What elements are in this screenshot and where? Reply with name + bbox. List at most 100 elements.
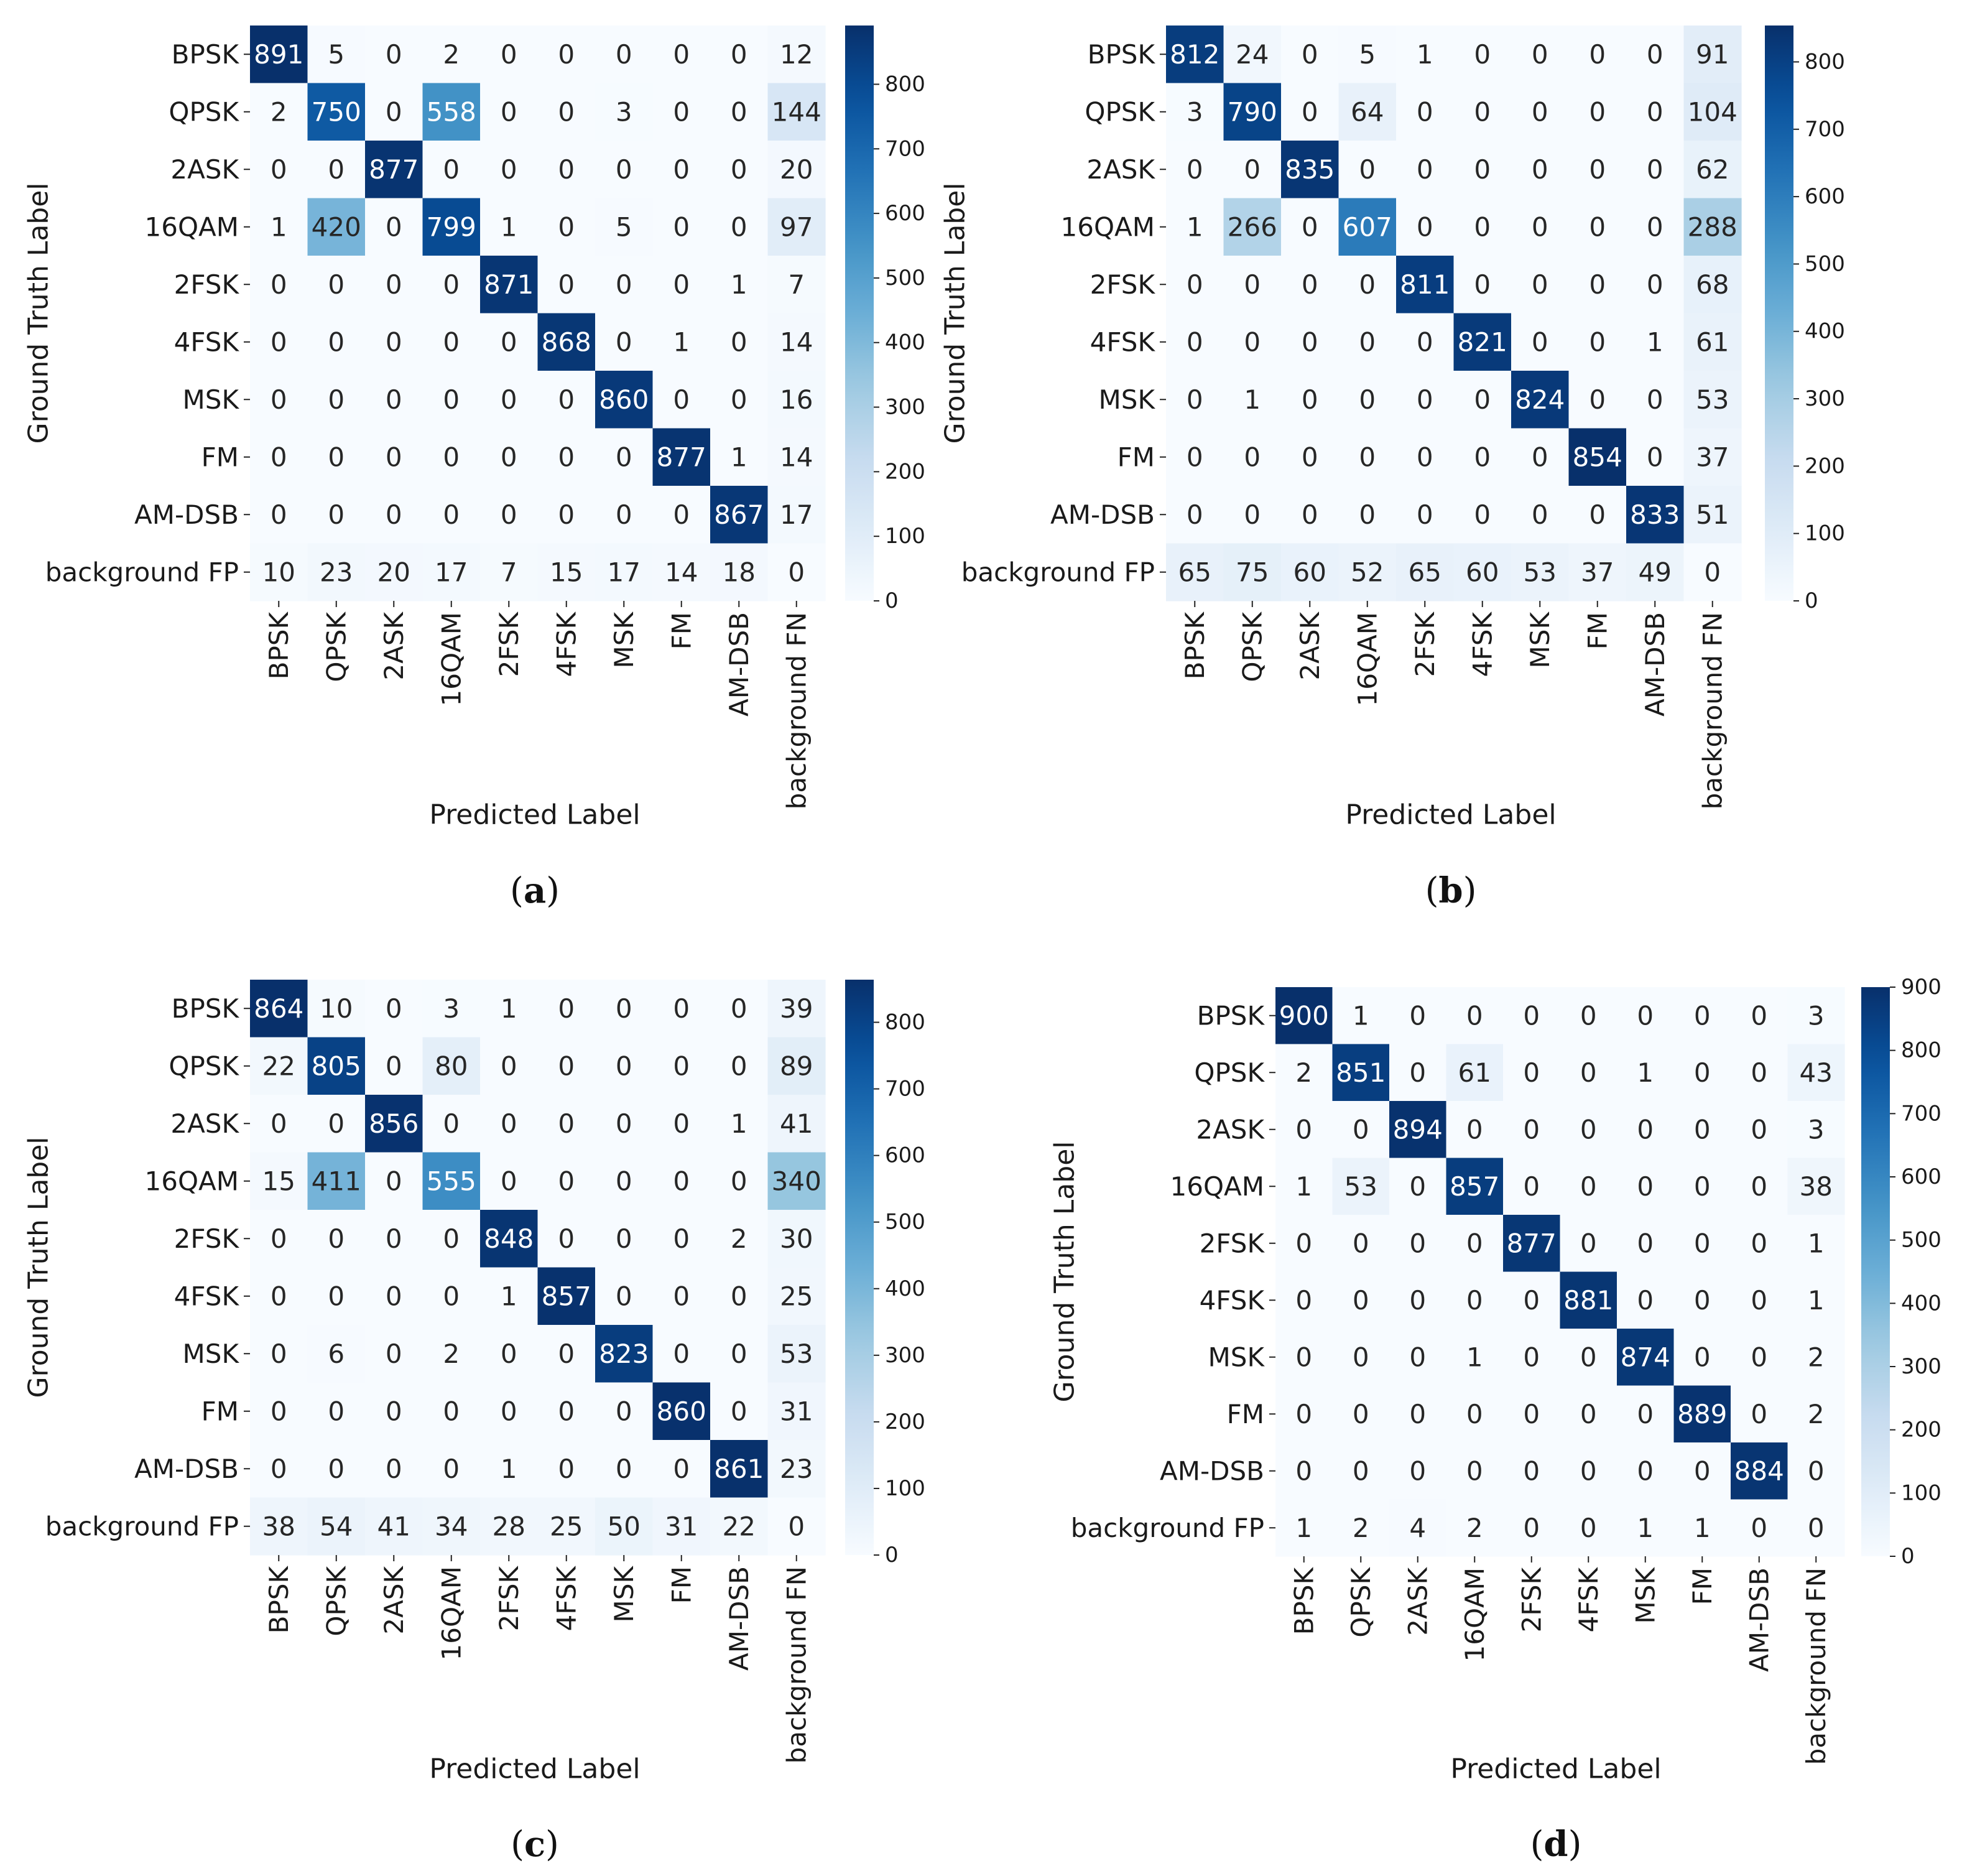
heatmap-cell bbox=[480, 26, 539, 84]
y-tick-label: QPSK bbox=[1194, 1057, 1265, 1088]
heatmap-cell bbox=[365, 256, 423, 314]
cell-value-label: 0 bbox=[1523, 1057, 1540, 1088]
cell-value-label: 0 bbox=[616, 269, 632, 300]
heatmap-cell bbox=[767, 428, 826, 486]
y-tick-label: FM bbox=[201, 442, 239, 472]
cell-value-label: 1 bbox=[501, 1281, 517, 1311]
heatmap-cell bbox=[537, 1037, 596, 1095]
cell-value-label: 0 bbox=[1187, 154, 1203, 185]
heatmap-cell bbox=[1787, 1158, 1845, 1215]
heatmap-cell bbox=[307, 1325, 366, 1383]
colorbar-tick-label: 300 bbox=[1805, 386, 1845, 411]
cell-value-label: 889 bbox=[1677, 1399, 1727, 1429]
cell-value-label: 0 bbox=[443, 442, 460, 472]
heatmap-cell bbox=[1673, 1271, 1731, 1329]
cell-value-label: 3 bbox=[1187, 96, 1203, 127]
cell-value-label: 0 bbox=[1523, 1114, 1540, 1145]
cell-value-label: 0 bbox=[558, 96, 575, 127]
cell-value-label: 0 bbox=[673, 384, 690, 415]
heatmap-cell bbox=[1453, 26, 1512, 84]
cell-value-label: 821 bbox=[1458, 327, 1507, 357]
heatmap-cell bbox=[1166, 26, 1224, 84]
heatmap-cell bbox=[307, 1382, 366, 1441]
cell-value-label: 6 bbox=[328, 1339, 345, 1369]
cell-value-label: 65 bbox=[1178, 557, 1211, 587]
cell-value-label: 7 bbox=[501, 557, 517, 587]
cell-value-label: 0 bbox=[731, 993, 747, 1024]
heatmap-cell bbox=[365, 1382, 423, 1441]
y-tick-label: MSK bbox=[1208, 1342, 1266, 1372]
heatmap-cell bbox=[1503, 1499, 1561, 1557]
cell-value-label: 0 bbox=[1302, 211, 1318, 242]
heatmap-cell bbox=[1338, 486, 1397, 544]
cell-value-label: 0 bbox=[1532, 39, 1548, 70]
colorbar-tick-label: 100 bbox=[1901, 1480, 1941, 1505]
heatmap-cell bbox=[1446, 1442, 1504, 1500]
heatmap-cell bbox=[710, 1440, 769, 1498]
heatmap-cell bbox=[652, 1095, 711, 1153]
heatmap-cell bbox=[1731, 1158, 1788, 1215]
heatmap-cell bbox=[537, 980, 596, 1038]
cell-value-label: 0 bbox=[1589, 211, 1606, 242]
heatmap-cell bbox=[365, 1095, 423, 1153]
cell-value-label: 0 bbox=[1523, 1399, 1540, 1429]
x-tick-label: background FN bbox=[1697, 612, 1728, 809]
cell-value-label: 20 bbox=[377, 557, 410, 587]
cell-value-label: 607 bbox=[1343, 211, 1392, 242]
y-tick-label: 2ASK bbox=[1086, 154, 1155, 185]
cell-value-label: 0 bbox=[731, 327, 747, 357]
heatmap-cell bbox=[1223, 371, 1282, 429]
colorbar-tick-label: 900 bbox=[1901, 975, 1941, 1000]
cell-value-label: 0 bbox=[1295, 1399, 1312, 1429]
heatmap-cell bbox=[1338, 26, 1397, 84]
heatmap-cell bbox=[1617, 1158, 1675, 1215]
heatmap-cell bbox=[480, 83, 539, 141]
colorbar-tick-label: 0 bbox=[885, 588, 899, 613]
heatmap-cell bbox=[710, 1037, 769, 1095]
y-tick-label: 16QAM bbox=[1061, 211, 1155, 242]
cell-value-label: 0 bbox=[1474, 96, 1491, 127]
cell-value-label: 1 bbox=[1694, 1513, 1711, 1543]
heatmap-cell bbox=[422, 543, 481, 601]
cell-value-label: 0 bbox=[271, 499, 287, 530]
cell-value-label: 0 bbox=[731, 384, 747, 415]
cell-value-label: 1 bbox=[731, 442, 747, 472]
heatmap-cell bbox=[1453, 83, 1512, 141]
colorbar-tick-label: 700 bbox=[1805, 117, 1845, 142]
heatmap-cell bbox=[1396, 543, 1455, 601]
cell-value-label: 0 bbox=[1409, 1000, 1426, 1031]
y-tick-label: MSK bbox=[183, 1339, 240, 1369]
x-tick-label: 2ASK bbox=[1295, 611, 1325, 680]
heatmap-cell bbox=[1568, 543, 1627, 601]
heatmap-cell bbox=[1511, 26, 1570, 84]
heatmap-cell bbox=[1503, 1158, 1561, 1215]
cell-value-label: 0 bbox=[1523, 1342, 1540, 1372]
cell-value-label: 881 bbox=[1563, 1285, 1613, 1316]
cell-value-label: 0 bbox=[1589, 327, 1606, 357]
heatmap-cell bbox=[1453, 141, 1512, 199]
cell-value-label: 0 bbox=[271, 1224, 287, 1254]
cell-value-label: 0 bbox=[1359, 499, 1376, 530]
cell-value-label: 874 bbox=[1621, 1342, 1670, 1372]
cell-value-label: 1 bbox=[501, 211, 517, 242]
colorbar-tick-label: 800 bbox=[1901, 1038, 1941, 1063]
cell-value-label: 805 bbox=[312, 1051, 361, 1081]
heatmap-cell bbox=[652, 1497, 711, 1556]
heatmap-cell bbox=[652, 1152, 711, 1210]
cell-value-label: 0 bbox=[443, 1396, 460, 1426]
cell-value-label: 823 bbox=[599, 1339, 649, 1369]
cell-value-label: 37 bbox=[1581, 557, 1614, 587]
heatmap-cell bbox=[1446, 1215, 1504, 1273]
heatmap-cell bbox=[1683, 256, 1742, 314]
heatmap-cell bbox=[652, 1382, 711, 1441]
cell-value-label: 39 bbox=[780, 993, 813, 1024]
heatmap-cell bbox=[1275, 987, 1333, 1045]
cell-value-label: 0 bbox=[616, 1281, 632, 1311]
heatmap-cell bbox=[307, 256, 366, 314]
heatmap-cell bbox=[1511, 198, 1570, 256]
heatmap-cell bbox=[1787, 1442, 1845, 1500]
heatmap-cell bbox=[250, 1497, 308, 1556]
cell-value-label: 0 bbox=[1417, 384, 1433, 415]
heatmap-cell bbox=[710, 1267, 769, 1326]
cell-value-label: 420 bbox=[312, 211, 361, 242]
